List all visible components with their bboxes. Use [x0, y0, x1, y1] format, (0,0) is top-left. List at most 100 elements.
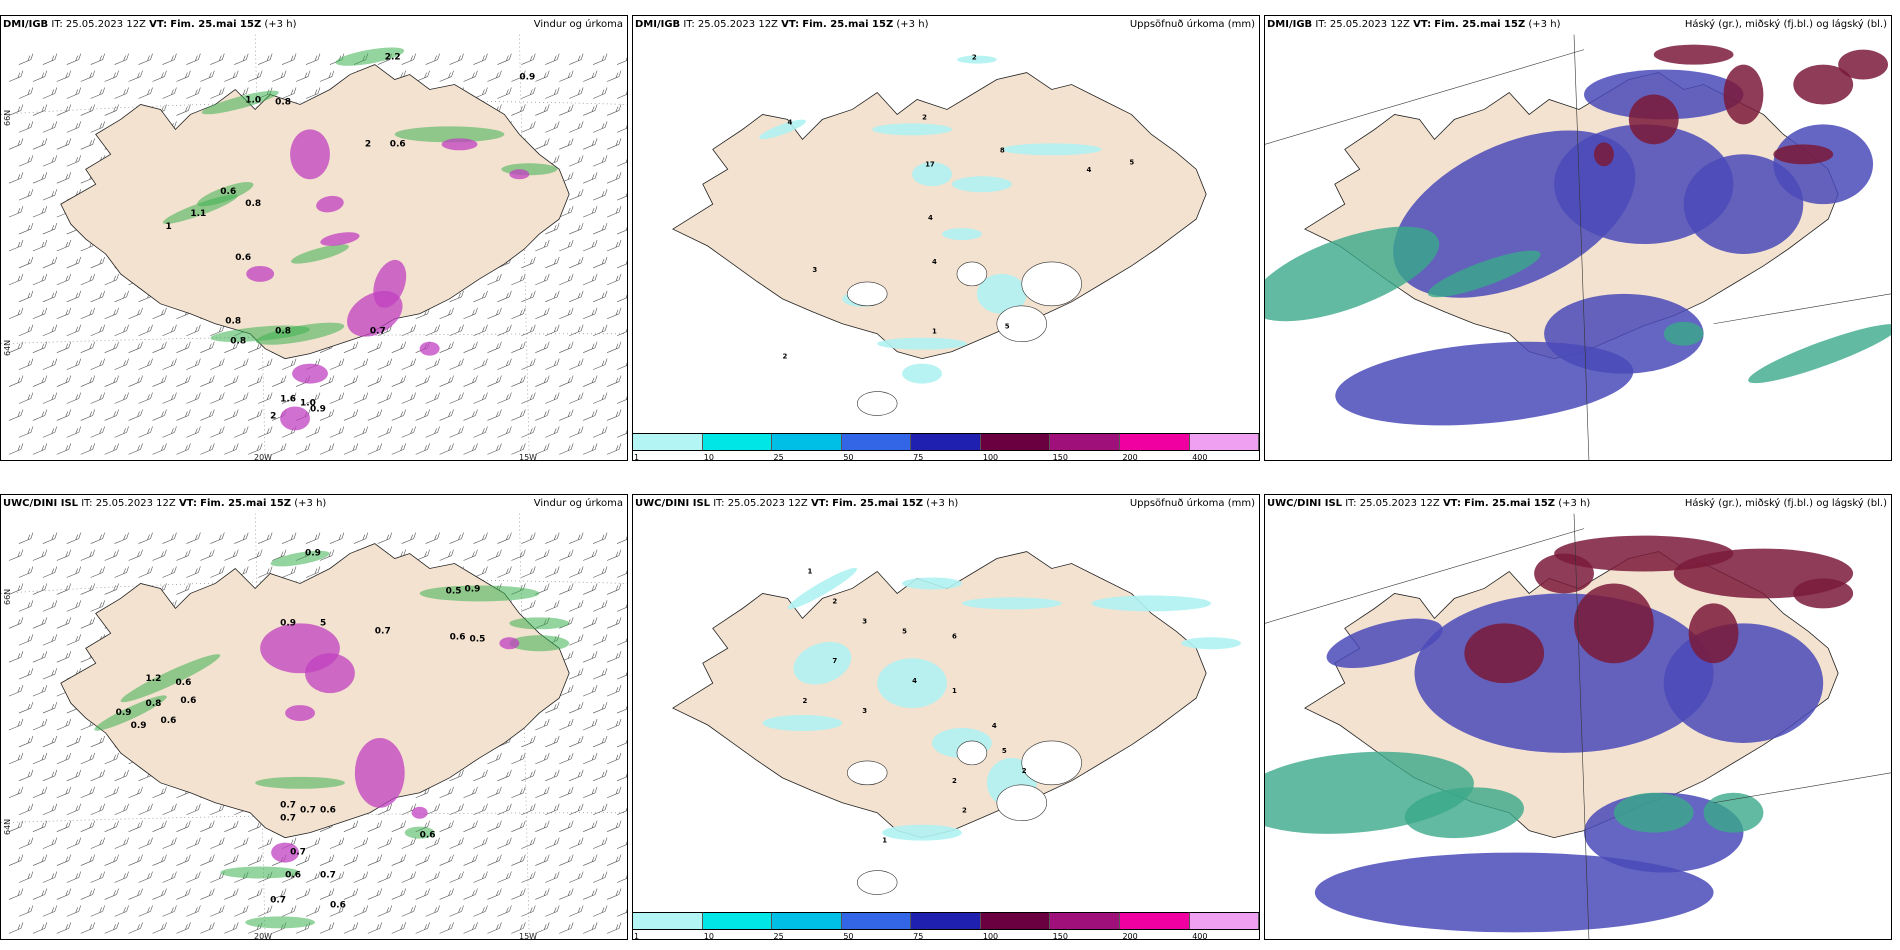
wind-barb	[511, 104, 526, 116]
green-precip-area	[210, 325, 310, 342]
wind-barb	[186, 837, 201, 849]
precip-value-label: 0.7	[320, 871, 336, 881]
wind-barb	[487, 549, 502, 561]
wind-barb	[66, 837, 82, 849]
colorbar-label: 25	[773, 453, 784, 462]
wind-barb	[32, 549, 48, 561]
wind-barb	[511, 273, 526, 286]
wind-barb	[353, 358, 369, 370]
wind-barb	[66, 871, 82, 883]
wind-barb	[224, 888, 239, 900]
iceland-landmass	[60, 64, 570, 360]
wind-barb	[583, 549, 598, 561]
wind-barb	[319, 443, 335, 455]
wind-barb	[176, 820, 191, 832]
wind-barb	[329, 905, 345, 917]
precip-value-label: 0.5	[470, 634, 486, 644]
wind-barb	[32, 206, 48, 218]
wind-barb	[559, 549, 574, 561]
wind-barb	[616, 91, 627, 99]
wind-barb	[114, 905, 129, 917]
wind-barb	[80, 375, 95, 387]
model-name: DMI/IGB	[1267, 19, 1313, 30]
wind-barb	[186, 426, 201, 438]
wind-barb	[295, 854, 311, 866]
wind-barb	[272, 375, 287, 387]
wind-barb	[281, 905, 297, 917]
wind-barb	[319, 409, 335, 421]
colorbar-swatch	[772, 913, 842, 929]
wind-barb	[18, 634, 34, 646]
wind-barb	[104, 443, 119, 455]
wind-barb	[616, 807, 627, 815]
wind-barb	[569, 222, 584, 235]
colorbar-label: 400	[1192, 932, 1208, 941]
precip-value-label: 5	[320, 618, 326, 628]
wind-barb	[32, 375, 48, 387]
panel-accum-precip-dmi: DMI/IGB IT: 25.05.2023 12Z VT: Fim. 25.m…	[632, 15, 1260, 461]
wind-barb	[18, 532, 34, 544]
wind-barb	[80, 617, 95, 629]
wind-barb	[616, 430, 627, 438]
wind-barb	[606, 820, 622, 832]
wind-barb	[521, 324, 536, 336]
wind-barb	[305, 566, 321, 578]
wind-barb	[152, 820, 167, 832]
wind-barb	[592, 426, 608, 438]
wind-barb	[248, 443, 263, 455]
precip-value-label: 1.2	[146, 674, 162, 684]
colorbar-swatch	[702, 913, 773, 929]
map-clouds-uwc	[1265, 513, 1891, 939]
colorbar-swatch	[633, 913, 703, 929]
high-cloud-area	[1628, 94, 1679, 145]
valid-time: Fim. 25.mai 15Z	[170, 19, 262, 30]
it-label: IT:	[683, 19, 695, 30]
mid-cloud-area	[1663, 623, 1824, 743]
wind-barb	[210, 358, 225, 370]
wind-barb	[66, 532, 82, 544]
wind-barb	[56, 443, 72, 455]
accum-value-label: 4	[992, 722, 997, 730]
wind-barb	[42, 600, 58, 612]
wind-barb	[272, 888, 287, 900]
wind-barb	[511, 409, 526, 421]
wind-barb	[353, 871, 369, 883]
wind-barb	[487, 273, 502, 286]
colorbar-label: 1	[634, 932, 640, 941]
accum-value-label: 2	[962, 807, 967, 815]
precip-value-label: 0.6	[320, 806, 336, 816]
wind-barb	[8, 70, 24, 82]
wind-barb	[401, 837, 416, 849]
wind-barb	[425, 837, 440, 849]
wind-barb	[114, 532, 129, 544]
wind-barb	[138, 871, 153, 883]
wind-barb	[425, 324, 440, 336]
wind-barb	[449, 803, 464, 815]
wind-barb	[128, 409, 143, 421]
wind-barb	[583, 273, 598, 286]
wind-barb	[32, 409, 48, 421]
wind-barb	[487, 752, 502, 765]
wind-barb	[487, 786, 502, 799]
wind-barb	[511, 854, 526, 866]
wind-barb	[592, 803, 608, 815]
wind-barb	[353, 532, 369, 544]
graticule-line	[1, 333, 627, 345]
wind-barb	[138, 837, 153, 849]
low-cloud-area	[1703, 792, 1764, 833]
lat-label-64n: 64N	[3, 339, 12, 356]
heavy-precip-area	[411, 806, 428, 819]
wind-barb	[114, 871, 129, 883]
wind-barb	[90, 837, 105, 849]
wind-barb	[353, 392, 369, 404]
wind-barb	[401, 905, 416, 917]
lead-time: (+3 h)	[896, 19, 929, 30]
wind-barb	[606, 922, 622, 934]
wind-barb	[559, 409, 574, 421]
mid-cloud-area	[1326, 618, 1443, 668]
wind-barb	[521, 600, 536, 612]
wind-barb	[439, 409, 454, 421]
wind-barb	[449, 290, 464, 303]
wind-barb	[42, 803, 58, 815]
low-clouds	[1265, 751, 1764, 839]
